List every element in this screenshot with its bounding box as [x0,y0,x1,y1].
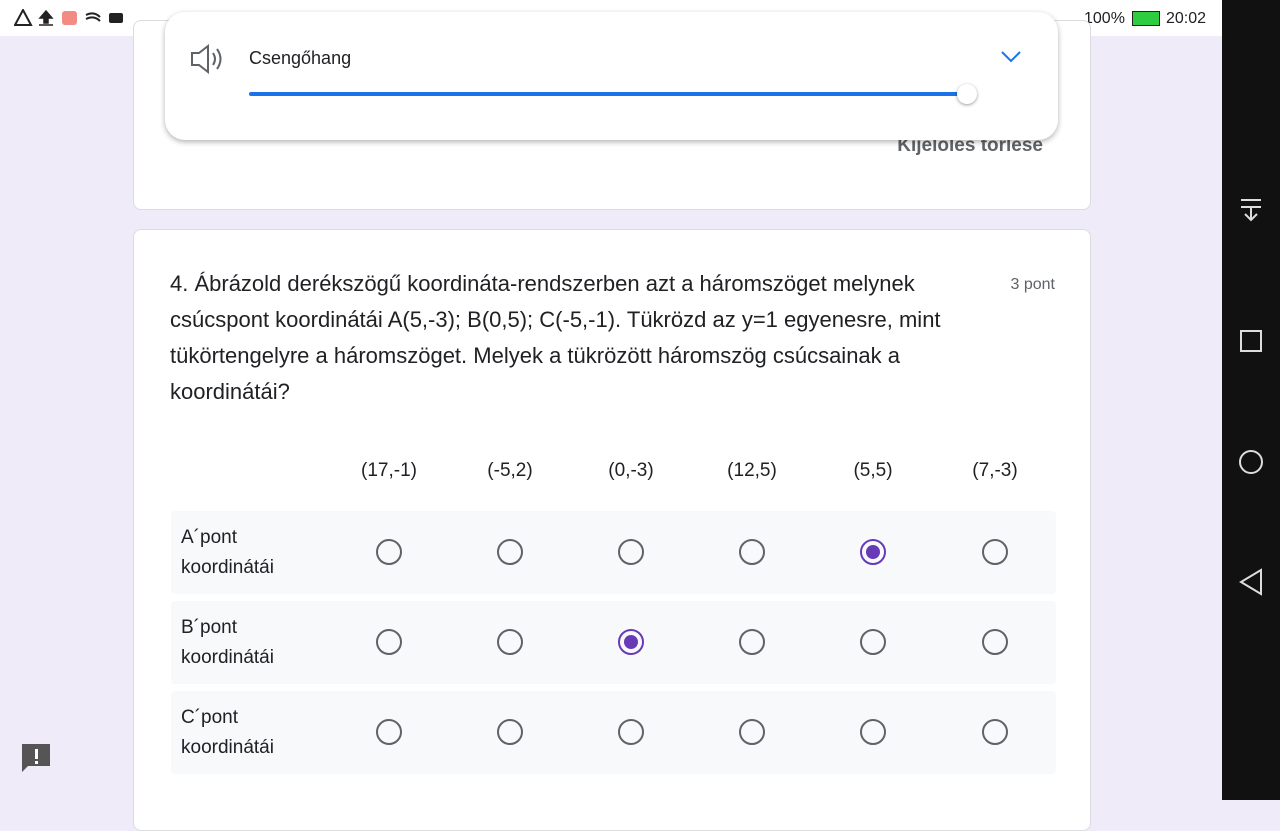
slider-thumb[interactable] [957,84,977,104]
points: 3 pont [1010,276,1055,293]
row-label: B´pont koordinátái [181,617,274,668]
question-card: 4. Ábrázold derékszögű koordináta-rendsz… [133,229,1091,831]
radio-button[interactable] [982,719,1008,745]
radio-button[interactable] [982,629,1008,655]
radio-button[interactable] [982,539,1008,565]
row-label: C´pont koordinátái [181,707,274,758]
radio-button[interactable] [739,719,765,745]
speaker-icon [191,44,222,74]
question-text: 4. Ábrázold derékszögű koordináta-rendsz… [170,271,941,404]
clock: 20:02 [1166,10,1207,27]
volume-label: Csengőhang [249,48,352,68]
column-header: (5,5) [853,460,893,481]
radio-button[interactable] [376,539,402,565]
row-background [171,691,1056,774]
radio-button[interactable] [739,629,765,655]
radio-button[interactable] [376,629,402,655]
choice-grid: (17,-1) (-5,2) (0,-3) (12,5) (5,5) (7,-3) A´po… [134,230,1090,830]
row-background [171,511,1056,594]
radio-button[interactable] [618,539,644,565]
row-label: A´pont koordinátái [181,527,274,578]
battery-level: 100% [1084,10,1125,27]
radio-button[interactable] [618,629,644,655]
column-header: (12,5) [727,460,777,481]
radio-button[interactable] [497,719,523,745]
nav-bar [1222,0,1280,800]
notification-icons [14,9,123,26]
row-background [171,601,1056,684]
radio-button[interactable] [860,719,886,745]
radio-button[interactable] [376,719,402,745]
feedback-icon[interactable] [20,742,52,774]
volume-slider[interactable] [249,92,967,96]
clear-selection[interactable]: Kijelölés törlése [897,135,1043,156]
column-header: (-5,2) [487,460,533,481]
expand-icon[interactable] [999,48,1023,64]
radio-button[interactable] [860,539,886,565]
column-header: (7,-3) [972,460,1018,481]
radio-button[interactable] [497,629,523,655]
volume-panel: Csengőhang [165,12,1058,140]
radio-button[interactable] [739,539,765,565]
column-header: (17,-1) [361,460,417,481]
radio-button[interactable] [497,539,523,565]
nav-icons [1239,199,1263,596]
radio-button[interactable] [860,629,886,655]
battery-icon [1132,11,1160,26]
radio-button[interactable] [618,719,644,745]
column-header: (0,-3) [608,460,654,481]
